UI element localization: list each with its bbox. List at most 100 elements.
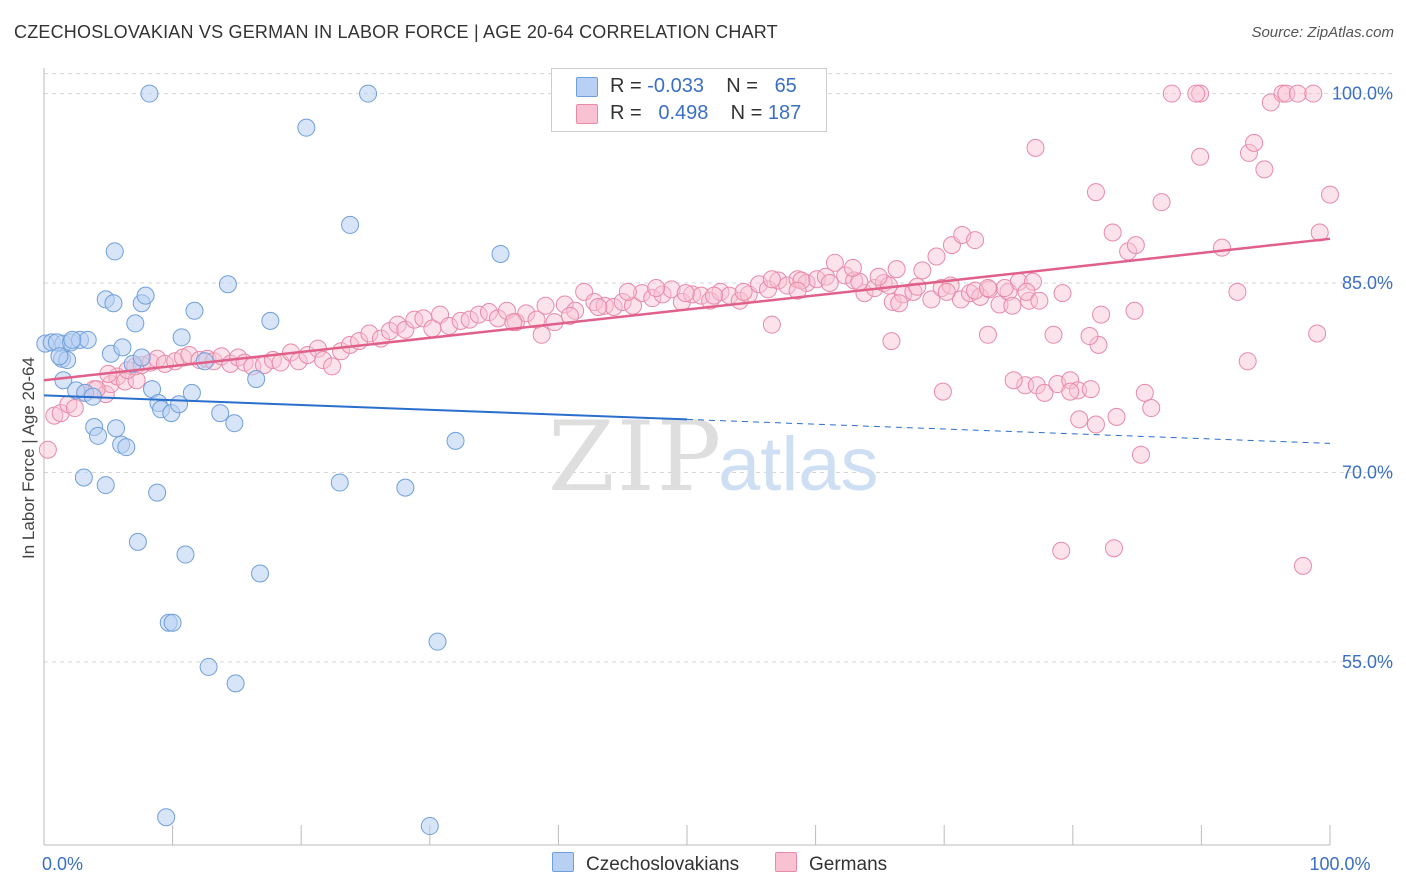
german-point	[1107, 407, 1126, 426]
german-trend-line	[43, 237, 1331, 382]
german-legend-swatch	[775, 852, 797, 872]
german-point	[990, 295, 1009, 314]
czech-point	[113, 338, 132, 357]
german-point	[951, 290, 970, 309]
watermark: ZIP atlas	[548, 401, 879, 513]
german-point	[1035, 383, 1054, 402]
german-point	[1228, 282, 1247, 301]
german-point	[1125, 301, 1144, 320]
german-point	[396, 320, 415, 339]
czech-point	[107, 419, 126, 438]
german-point	[604, 298, 623, 317]
german-point	[1053, 284, 1072, 303]
czech-point	[396, 478, 415, 497]
czech-point	[63, 330, 82, 349]
czech-point	[140, 84, 159, 103]
czech-point	[225, 414, 244, 433]
german-point	[908, 277, 927, 296]
german-point	[890, 294, 909, 313]
czech-point	[420, 817, 439, 836]
czech-point	[117, 438, 136, 457]
x-tick-label: 0.0%	[42, 854, 83, 874]
german-point	[937, 282, 956, 301]
german-point	[653, 285, 672, 304]
german-point	[1061, 382, 1080, 401]
czech-legend-label: Czechoslovakians	[586, 854, 740, 875]
german-points	[38, 84, 1339, 575]
german-point	[555, 295, 574, 314]
german-point	[820, 274, 839, 293]
czech-point	[247, 369, 266, 388]
german-point	[65, 399, 84, 418]
german-point	[882, 332, 901, 351]
czech-point	[50, 347, 69, 366]
german-point	[960, 284, 979, 303]
german-swatch	[576, 104, 598, 124]
legend-r-label: R =	[610, 102, 642, 124]
czech-point	[428, 632, 447, 651]
german-point	[560, 306, 579, 325]
german-point	[1162, 84, 1181, 103]
y-tick-label: 70.0%	[1342, 462, 1393, 482]
czech-point	[74, 468, 93, 487]
german-point	[405, 310, 424, 329]
bottom-legend-czech: Czechoslovakians	[552, 852, 739, 876]
german-point	[643, 289, 662, 308]
czech-point	[226, 674, 245, 693]
y-tick-label: 100.0%	[1332, 84, 1393, 104]
german-point	[1003, 296, 1022, 315]
german-point	[662, 280, 681, 299]
german-point	[1070, 410, 1089, 429]
german-point	[1308, 324, 1327, 343]
german-point	[995, 279, 1014, 298]
german-point	[692, 286, 711, 305]
czech-point	[132, 348, 151, 367]
german-point	[116, 372, 135, 391]
german-point	[545, 313, 564, 332]
german-point	[1239, 143, 1258, 162]
german-point	[1027, 376, 1046, 395]
german-point	[451, 311, 470, 330]
czech-swatch	[576, 77, 598, 97]
german-point	[734, 282, 753, 301]
german-point	[1255, 160, 1274, 179]
czech-point	[163, 613, 182, 632]
czech-point	[176, 545, 195, 564]
german-point	[797, 274, 816, 293]
german-point	[1052, 541, 1071, 560]
czech-legend-swatch	[552, 852, 574, 872]
german-point	[1030, 291, 1049, 310]
german-point	[1131, 445, 1150, 464]
german-point	[825, 253, 844, 272]
german-point	[1245, 133, 1264, 152]
chart-title: CZECHOSLOVAKIAN VS GERMAN IN LABOR FORCE…	[14, 22, 778, 42]
legend-n-value: 65	[774, 75, 797, 97]
german-point	[1017, 282, 1036, 301]
legend-r-value: -0.033	[647, 75, 704, 97]
german-point	[613, 292, 632, 311]
czech-point	[128, 532, 147, 551]
german-point	[1152, 193, 1171, 212]
czech-point	[297, 118, 316, 137]
watermark-atlas: atlas	[718, 422, 879, 507]
czech-point	[359, 84, 378, 103]
german-point	[1238, 352, 1257, 371]
german-point	[566, 301, 585, 320]
czech-point	[330, 473, 349, 492]
german-point	[647, 279, 666, 298]
czech-point	[182, 383, 201, 402]
german-point	[314, 351, 333, 370]
german-point	[792, 271, 811, 290]
czech-trend-extension	[686, 418, 1331, 444]
german-point	[1068, 381, 1087, 400]
czech-point	[126, 314, 145, 333]
german-point	[1288, 84, 1307, 103]
czech-trend-line	[43, 394, 688, 421]
correlation-legend: R = -0.033 N = 65 R = 0.498 N = 187	[551, 68, 827, 132]
german-point	[676, 284, 695, 303]
german-point	[1104, 539, 1123, 558]
german-point	[532, 325, 551, 344]
german-point	[843, 258, 862, 277]
german-point	[1293, 556, 1312, 575]
